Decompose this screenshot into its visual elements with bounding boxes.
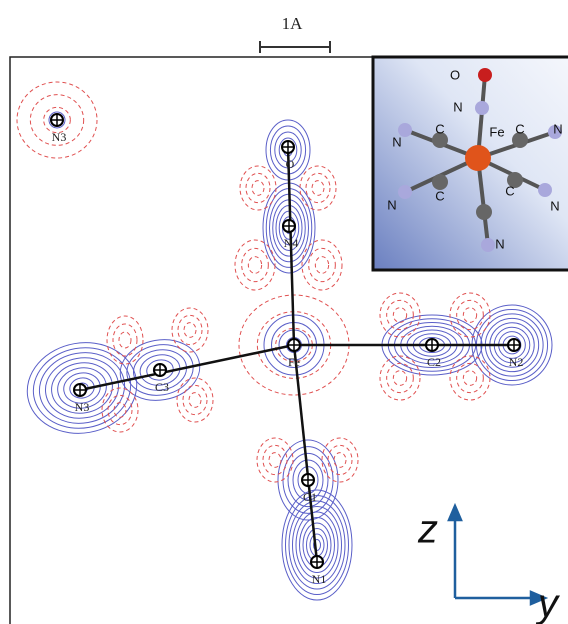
inset-o [478, 68, 492, 82]
inset-label: N [387, 197, 396, 212]
atom-label: C3 [155, 380, 169, 394]
atom-label: C1 [303, 490, 317, 504]
inset-label: O [450, 67, 460, 82]
contour-negative [450, 293, 490, 337]
inset-label: N [495, 236, 504, 251]
atom-label: N3 [52, 130, 67, 144]
contour-negative [177, 378, 213, 422]
contour-negative [102, 388, 138, 432]
contour-negative [183, 385, 207, 414]
contour-negative [252, 181, 264, 196]
contour-negative [393, 371, 406, 386]
atom-label: N1 [312, 572, 327, 586]
inset-n [398, 185, 412, 199]
scale-bar [260, 41, 330, 53]
axis-label-z: z [417, 508, 438, 552]
contour-negative [114, 403, 126, 418]
contour-negative [328, 445, 352, 474]
inset-label: N [453, 99, 462, 114]
contour-negative [242, 248, 269, 281]
contour-negative [240, 166, 276, 210]
contour-negative [380, 293, 420, 337]
inset-label: Fe [489, 124, 504, 139]
axes-arrows [449, 506, 545, 604]
contour-negative [189, 393, 201, 408]
contour-negative [312, 181, 324, 196]
contour-negative [309, 248, 336, 281]
contour-negative [248, 257, 261, 274]
atom-label: N4 [284, 236, 299, 250]
contour-negative [172, 308, 208, 352]
inset-n [475, 101, 489, 115]
contour-negative [184, 323, 196, 338]
contour-negative [463, 371, 476, 386]
inset-label: C [505, 183, 514, 198]
atom-label: C2 [427, 355, 441, 369]
atom-label: Fe [288, 355, 300, 369]
contour-negative [263, 445, 287, 474]
inset-fe [465, 145, 491, 171]
inset-label: C [515, 121, 524, 136]
atom-label: O [286, 157, 295, 171]
figure: 1A N3ON4FeC2N2N3C3C1N1 ONFeCCNNCCNNN z y [0, 0, 568, 624]
contour-negative [235, 240, 275, 290]
atom-label: N2 [509, 355, 524, 369]
contour-negative [246, 173, 270, 202]
axis-label-y: y [535, 582, 561, 624]
contour-negative [113, 324, 137, 356]
scale-bar-label: 1A [282, 14, 304, 33]
inset-label: N [553, 121, 562, 136]
inset-label: N [550, 198, 559, 213]
contour-negative [387, 300, 414, 329]
contour-negative [269, 453, 281, 468]
contour-negative [463, 308, 476, 323]
contour-negative [119, 332, 131, 348]
contour-negative [322, 438, 358, 482]
inset-label: N [392, 134, 401, 149]
inset-label: C [435, 188, 444, 203]
contour-negative [306, 173, 330, 202]
contour-negative [315, 257, 328, 274]
contour-negative [300, 166, 336, 210]
contour-negative [302, 240, 342, 290]
inset-label: C [435, 121, 444, 136]
contour-negative [178, 315, 202, 344]
inset-n [538, 183, 552, 197]
atom-label: N3 [75, 400, 90, 414]
contour-negative [334, 453, 346, 468]
inset-c [476, 204, 492, 220]
inset-n [481, 238, 495, 252]
